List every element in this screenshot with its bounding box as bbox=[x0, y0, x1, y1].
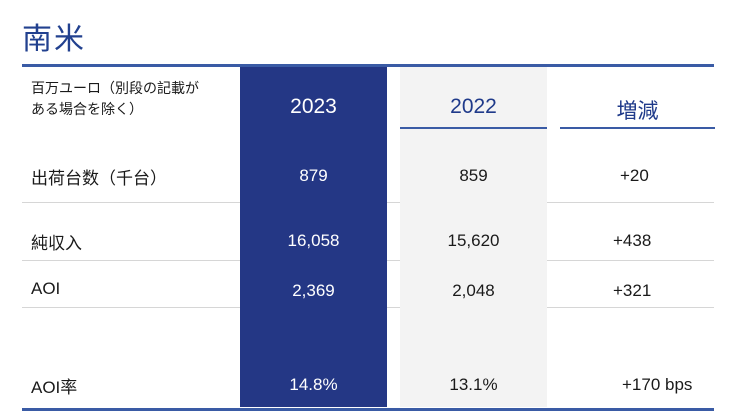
cell-net-revenue-change: +438 bbox=[613, 231, 652, 250]
cell-aoi-change: +321 bbox=[613, 281, 652, 300]
row-divider bbox=[387, 202, 400, 203]
cell-net-revenue-2022: 15,620 bbox=[447, 231, 500, 250]
cell-aoi-margin-change: +170 bps bbox=[622, 375, 693, 394]
row-divider bbox=[387, 260, 400, 261]
header-change: 増減 bbox=[616, 100, 659, 123]
row-label-shipments: 出荷台数（千台） bbox=[31, 169, 167, 188]
row-label-net-revenue: 純収入 bbox=[31, 234, 82, 253]
cell-shipments-2022: 859 bbox=[459, 166, 488, 185]
row-label-aoi: AOI bbox=[31, 279, 61, 298]
column-2022-background bbox=[400, 67, 547, 407]
unit-note-line-1: 百万ユーロ（別段の記載が bbox=[31, 80, 199, 96]
cell-aoi-margin-2022: 13.1% bbox=[449, 375, 498, 394]
header-2022-underline bbox=[400, 127, 547, 129]
column-2023-background bbox=[240, 67, 387, 407]
row-divider bbox=[547, 260, 714, 261]
top-rule bbox=[22, 64, 714, 67]
cell-aoi-margin-2023: 14.8% bbox=[289, 375, 338, 394]
row-divider bbox=[22, 202, 240, 203]
row-label-aoi-margin: AOI率 bbox=[31, 378, 78, 397]
row-divider bbox=[387, 307, 400, 308]
unit-note: 百万ユーロ（別段の記載が ある場合を除く） bbox=[31, 78, 199, 120]
unit-note-line-2: ある場合を除く） bbox=[31, 101, 143, 117]
row-divider bbox=[22, 307, 240, 308]
cell-shipments-change: +20 bbox=[620, 166, 649, 185]
row-divider bbox=[22, 260, 240, 261]
cell-aoi-2022: 2,048 bbox=[452, 281, 495, 300]
cell-aoi-2023: 2,369 bbox=[292, 281, 335, 300]
row-divider bbox=[547, 307, 714, 308]
cell-shipments-2023: 879 bbox=[299, 166, 328, 185]
cell-net-revenue-2023: 16,058 bbox=[287, 231, 340, 250]
bottom-rule bbox=[22, 408, 714, 411]
header-2023: 2023 bbox=[290, 95, 337, 118]
header-2022: 2022 bbox=[450, 95, 497, 118]
header-change-underline bbox=[560, 127, 715, 129]
row-divider bbox=[547, 202, 714, 203]
page-title: 南米 bbox=[22, 23, 86, 56]
